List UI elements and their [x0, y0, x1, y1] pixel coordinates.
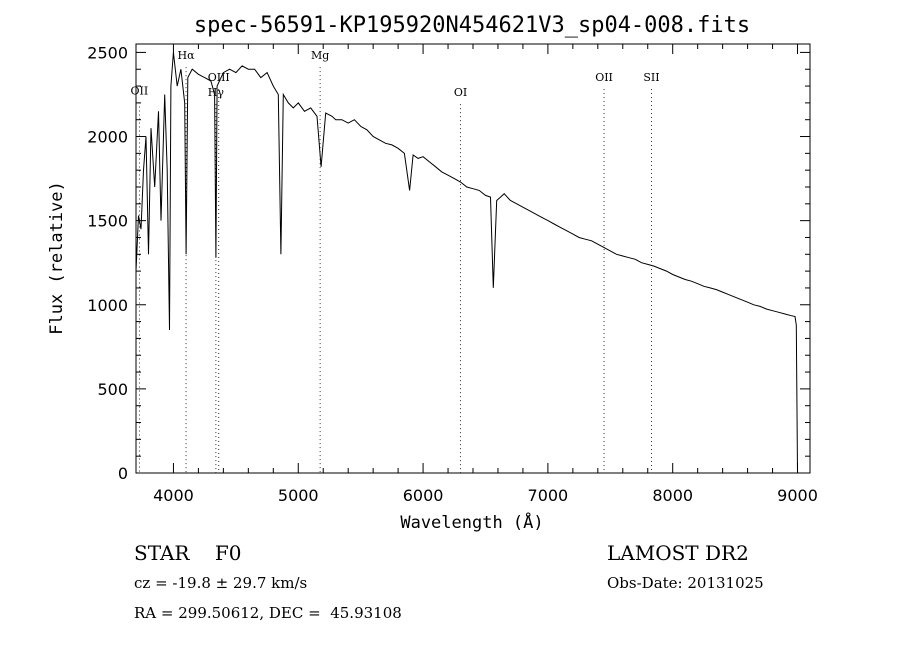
y-tick-label: 2000 [87, 128, 128, 147]
line-marker-label: OI [454, 86, 467, 99]
x-tick-label: 4000 [153, 486, 194, 505]
line-marker-label: SII [643, 71, 659, 84]
x-axis-label: Wavelength (Å) [400, 511, 543, 533]
y-tick-label: 1500 [87, 212, 128, 231]
plot-frame [135, 43, 811, 474]
line-marker-label: OIII [208, 71, 230, 84]
chart-title: spec-56591-KP195920N454621V3_sp04-008.fi… [194, 13, 750, 38]
y-tick-label: 1000 [87, 296, 128, 315]
x-tick-label: 9000 [777, 486, 818, 505]
line-marker-label: Hα [178, 49, 196, 62]
y-tick-label: 500 [97, 380, 128, 399]
emission-line-markers: OII Hα OIII Hγ Mg OI OII SII [131, 49, 660, 473]
x-tick-label: 8000 [652, 486, 693, 505]
axis-ticks: 4000 5000 6000 7000 8000 9000 0 500 1000 1500 2000… [87, 43, 818, 505]
x-tick-label: 5000 [278, 486, 319, 505]
y-axis-label: Flux (relative) [47, 181, 67, 335]
x-tick-label: 7000 [528, 486, 569, 505]
spectrum-line [135, 52, 798, 474]
line-marker-label: Hγ [208, 86, 225, 99]
survey-name: LAMOST DR2 [607, 541, 749, 565]
line-marker-label: OII [131, 84, 149, 97]
line-marker-label: Mg [311, 49, 329, 62]
x-tick-label: 6000 [403, 486, 444, 505]
ra-dec: RA = 299.50612, DEC = 45.93108 [134, 604, 402, 622]
y-tick-label: 0 [118, 464, 128, 483]
observation-date: Obs-Date: 20131025 [607, 574, 764, 592]
y-tick-label: 2500 [87, 43, 128, 62]
line-marker-label: OII [595, 71, 613, 84]
object-class: STAR F0 [134, 541, 242, 565]
redshift-velocity: cz = -19.8 ± 29.7 km/s [134, 574, 308, 592]
